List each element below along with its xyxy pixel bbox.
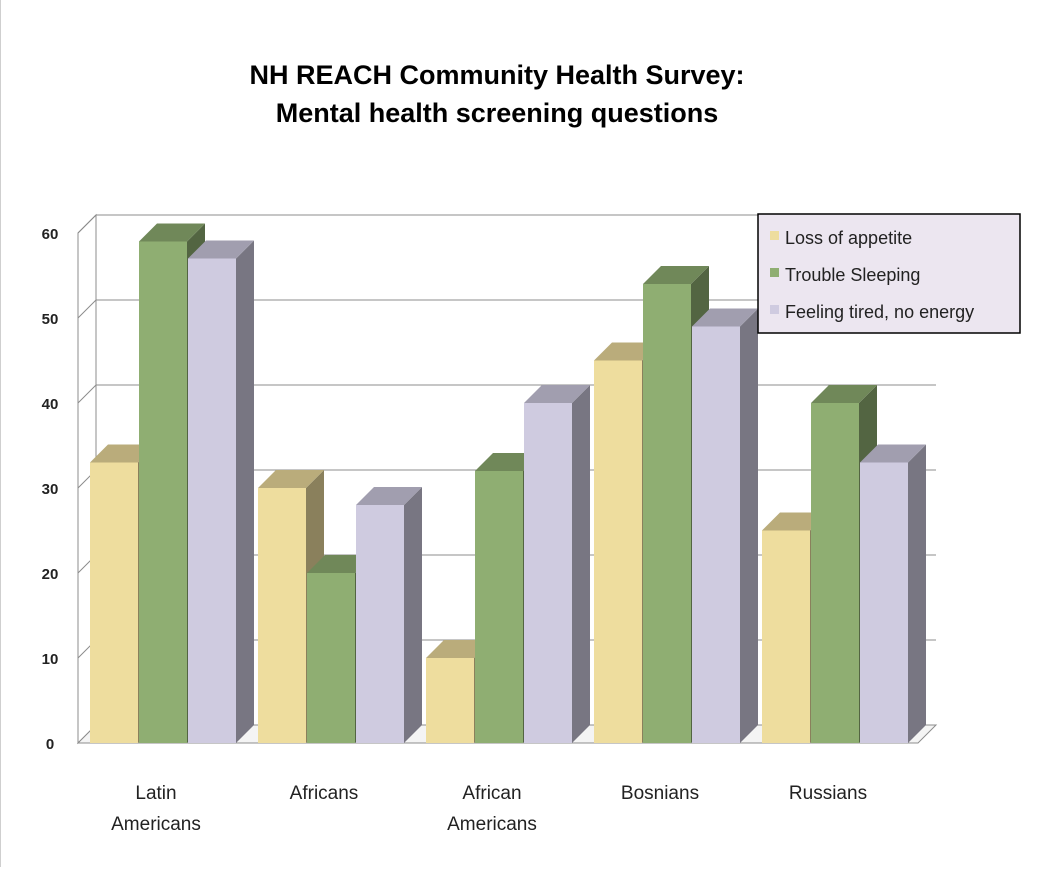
legend-swatch (770, 231, 779, 240)
bars-group (90, 223, 926, 743)
gridline-side (77, 214, 97, 234)
bar-top-face (643, 266, 709, 284)
bar-side-face (236, 240, 254, 743)
bar-side-face (740, 308, 758, 743)
bar-top-face (139, 223, 205, 242)
bar-side-face (908, 444, 926, 743)
bar-side-face (404, 487, 422, 743)
legend-label: Trouble Sleeping (785, 265, 920, 285)
chart-title: NH REACH Community Health Survey: (249, 60, 744, 90)
bar-front-face (524, 403, 572, 743)
left-border-line (0, 0, 1, 867)
bar-top-face (188, 240, 254, 259)
bar-front-face (692, 326, 740, 743)
legend-item: Trouble Sleeping (770, 265, 920, 285)
bar (356, 487, 422, 743)
bar-front-face (860, 462, 908, 743)
gridline-side (77, 384, 97, 404)
bar-front-face (811, 403, 859, 743)
y-tick-label: 0 (46, 736, 54, 753)
y-tick-label: 60 (42, 226, 59, 243)
y-tick-label: 30 (42, 481, 59, 498)
y-tick-label: 40 (42, 396, 59, 413)
axis-labels-group: 0 10 20 30 40 50 60 Latin Americans Africans Afric… (42, 226, 867, 835)
bar-front-face (643, 284, 691, 743)
bar (860, 444, 926, 743)
bar-front-face (188, 258, 236, 743)
bar-top-face (860, 444, 926, 463)
x-tick-label: Latin Americans (111, 783, 201, 835)
legend: Loss of appetite Trouble Sleeping Feeling … (757, 213, 1021, 334)
bar-front-face (139, 241, 187, 743)
x-tick-label: Africans (290, 783, 359, 804)
legend-box (757, 213, 1021, 334)
bar-front-face (90, 462, 138, 743)
bar (692, 308, 758, 743)
bar-top-face (258, 470, 324, 488)
x-tick-label: African Americans (447, 783, 537, 835)
bar-front-face (594, 360, 642, 743)
bar-front-face (426, 658, 474, 743)
legend-label: Feeling tired, no energy (785, 302, 974, 322)
x-tick-label: Russians (789, 783, 867, 804)
legend-item: Loss of appetite (770, 228, 912, 248)
bar-top-face (356, 487, 422, 505)
y-tick-label: 20 (42, 566, 59, 583)
legend-label: Loss of appetite (785, 228, 912, 248)
bar (188, 240, 254, 743)
bar-front-face (356, 505, 404, 743)
legend-item: Feeling tired, no energy (770, 302, 974, 322)
x-tick-label: Bosnians (621, 783, 699, 804)
bar-side-face (572, 385, 590, 743)
bar-top-face (524, 385, 590, 403)
bar-front-face (762, 530, 810, 743)
bar-top-face (692, 308, 758, 327)
gridline-side (77, 299, 97, 319)
y-tick-label: 50 (42, 311, 59, 328)
legend-swatch (770, 268, 779, 277)
bar (524, 385, 590, 743)
bar-front-face (258, 488, 306, 743)
y-tick-label: 10 (42, 651, 59, 668)
bar-top-face (811, 385, 877, 403)
bar-front-face (307, 573, 355, 743)
chart-subtitle: Mental health screening questions (276, 98, 719, 128)
bar-front-face (475, 471, 523, 743)
legend-swatch (770, 305, 779, 314)
